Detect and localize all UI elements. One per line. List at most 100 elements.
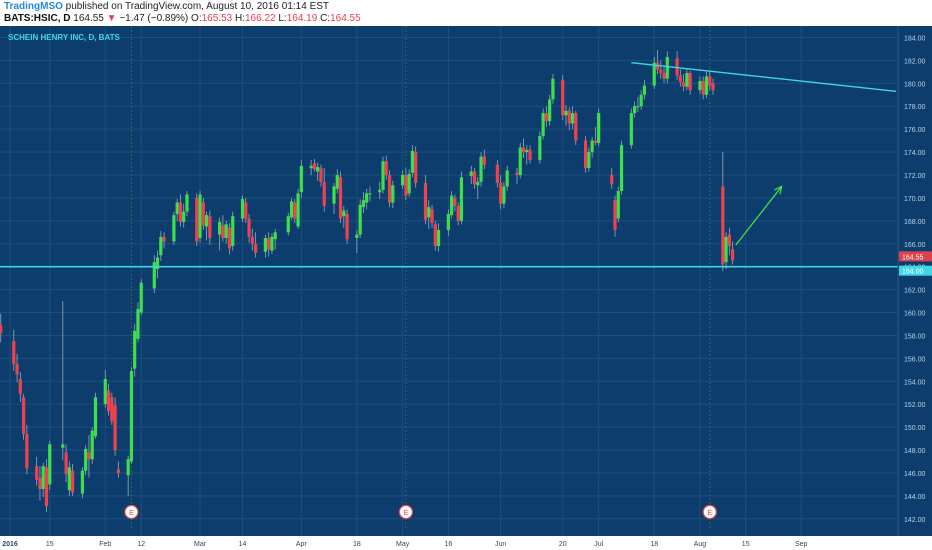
candle-body [665,56,669,79]
price-chart[interactable]: 142.00 144.00 146.00 148.00 150.00 152.00 154.… [0,26,932,550]
candle-body [587,152,591,169]
candle-body [41,466,45,490]
candle-body [106,390,111,412]
earnings-marker-label: E [707,510,712,517]
high-value: 166.22 [244,13,276,24]
price-tags: 164.55 164.00 [899,251,932,276]
candle-body [218,221,222,235]
candle-body [110,397,114,422]
candle-body [263,238,267,252]
candle-body [293,202,297,219]
candle-body [548,99,552,122]
candle-body [613,200,617,230]
candle-body [136,309,140,339]
candle-body [430,209,434,224]
candle-body [453,197,457,206]
change-down-icon: ▼ [106,13,117,24]
candle-body [433,224,437,247]
candle-body [231,216,235,247]
drawings[interactable] [0,61,898,268]
candle-body [316,166,320,172]
candle-body [244,202,248,219]
candle-body [240,199,245,219]
symbol-label: BATS:HSIC, D [4,13,71,24]
candle-body [133,330,137,369]
candle-body [64,452,68,475]
candle-body [87,452,91,460]
time-axis-background [0,536,932,550]
low-value: 164.19 [286,13,318,24]
last-price: 164.55 [73,13,104,24]
price-tick-label: 142.00 [904,517,926,524]
candle-body [701,81,705,95]
candle-body [404,174,408,196]
candle-body [482,156,486,165]
time-tick-label: 12 [137,541,145,548]
candle-body [724,236,728,263]
candle-body [93,397,98,437]
candle-body [698,81,702,91]
earnings-marker[interactable] [124,504,139,520]
open-value: 165.53 [201,13,233,24]
candle-body [129,370,134,462]
candle-body [175,202,179,214]
price-tick-label: 160.00 [904,311,926,318]
candle-body [35,466,39,480]
candle-body [567,110,571,124]
candle-body [162,236,166,242]
time-tick-label: May [396,541,410,548]
candle-body [0,325,3,334]
candle-body [459,177,464,221]
candle-body [541,113,545,137]
candle-body [629,113,633,146]
candle-body [195,197,199,242]
candle-body [361,200,366,208]
candle-body [358,204,362,235]
earnings-marker[interactable] [702,504,717,520]
candle-body [436,230,441,247]
candle-body [499,183,503,204]
time-tick-label: Mar [194,541,207,548]
low-label: L: [278,13,287,24]
candle-body [221,225,225,239]
candle-body [84,448,88,471]
candle-body [309,165,313,169]
price-tick-label: 184.00 [904,35,926,42]
arrow-shaft [735,186,783,246]
candle-body [636,106,640,108]
time-tick-label: Jul [594,541,603,548]
price-tick-label: 144.00 [904,494,926,501]
candle-body [469,171,473,177]
earnings-marker[interactable] [398,504,413,520]
candle-body [296,193,300,227]
candle-body [633,106,637,114]
candle-body [515,172,519,175]
candle-body [551,78,555,100]
candle-body [342,210,346,217]
price-tick-label: 168.00 [904,219,926,226]
candle-body [423,183,428,220]
candle-body [564,110,568,116]
candle-body [286,216,290,233]
candle-body [368,193,372,195]
candle-body [597,113,601,143]
arrow-head [774,185,783,195]
candle-body [273,232,277,240]
candle-body [48,444,52,485]
price-tick-label: 152.00 [904,402,926,409]
candle-body [355,234,359,239]
candle-body [450,195,454,216]
candle-body [338,177,343,219]
price-axis-background [898,26,932,536]
candle-body [521,147,526,153]
candle-body [590,140,594,153]
time-tick-label: 18 [650,541,658,548]
price-tick-label: 172.00 [904,173,926,180]
candle-body [381,161,385,190]
brand-name[interactable]: TradingMSO [4,1,63,12]
price-tag [899,251,932,262]
candle-body [495,164,499,184]
candle-body [574,113,578,141]
candle-body [502,186,506,204]
